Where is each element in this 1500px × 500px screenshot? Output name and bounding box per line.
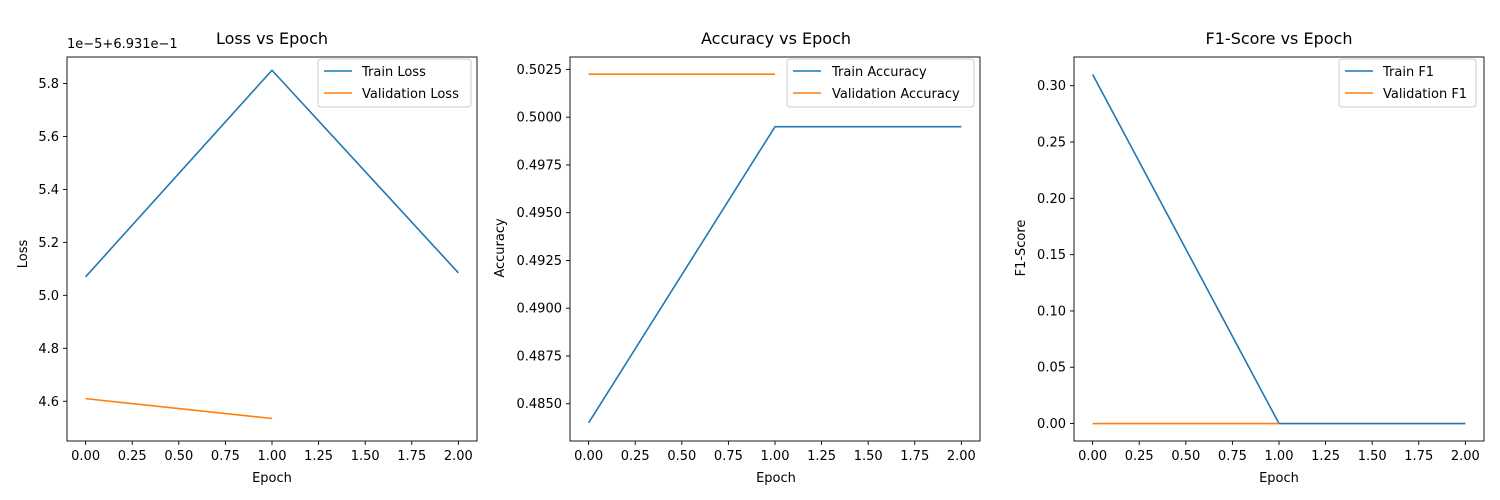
x-tick-label: 2.00 [1451,449,1480,464]
y-axis-label: Accuracy [493,218,508,278]
plot-area: 0.00 0.25 0.50 0.75 1.00 1.25 1.50 1.75 2.00 0.48… [517,56,981,464]
y-tick-label: 0.30 [1037,79,1066,94]
x-tick-label: 0.75 [714,449,743,464]
chart-loss: Loss vs Epoch Epoch Loss 1e−5+6.931e−1 0… [16,29,478,486]
y-tick-label: 4.6 [38,395,59,410]
y-axis-label: F1-Score [1014,220,1029,277]
y-offset-label: 1e−5+6.931e−1 [67,37,178,52]
series-line-validation [85,397,273,420]
y-tick-label: 5.4 [38,183,59,198]
x-tick-label: 1.75 [1404,449,1433,464]
legend-label-train: Train Accuracy [831,65,927,80]
x-tick-label: 0.25 [1125,449,1154,464]
y-tick-label: 0.4975 [517,158,563,173]
chart-title: Loss vs Epoch [216,29,328,48]
y-axis-label: Loss [16,240,31,269]
y-tick-label: 4.8 [38,342,59,357]
chart-f1: F1-Score vs Epoch Epoch F1-Score 0.00 0.2… [1014,29,1485,486]
legend-label-train: Train F1 [1382,65,1434,80]
y-tick-label: 0.05 [1037,361,1066,376]
axes-frame [66,56,478,442]
x-tick-label: 0.50 [1171,449,1200,464]
legend: Train Accuracy Validation Accuracy [786,58,975,108]
legend-label-validation: Validation Accuracy [832,87,960,102]
series-line-train [85,69,459,278]
y-tick-label: 0.4950 [517,206,563,221]
plot-area: 0.00 0.25 0.50 0.75 1.00 1.25 1.50 1.75 2.00 4.6 4… [38,56,478,464]
legend-frame [1338,58,1477,108]
x-tick-label: 0.75 [211,449,240,464]
y-tick-label: 0.5000 [517,111,563,126]
x-tick-label: 1.50 [1358,449,1387,464]
legend-frame [786,58,975,108]
x-axis-label: Epoch [1259,471,1299,486]
y-tick-label: 0.5025 [517,63,563,78]
x-tick-label: 1.00 [761,449,790,464]
x-tick-label: 0.25 [118,449,147,464]
x-tick-label: 0.75 [1218,449,1247,464]
x-tick-label: 0.00 [574,449,603,464]
legend-label-validation: Validation F1 [1383,87,1467,102]
axes-frame [569,56,981,442]
axes-frame [1073,56,1485,442]
x-axis-label: Epoch [252,471,292,486]
legend-frame [317,58,472,108]
x-tick-label: 1.00 [258,449,287,464]
y-tick-label: 0.4925 [517,254,563,269]
y-tick-label: 5.0 [38,289,59,304]
x-tick-label: 1.25 [1311,449,1340,464]
x-tick-label: 1.00 [1265,449,1294,464]
x-tick-label: 1.75 [397,449,426,464]
x-axis-label: Epoch [756,471,796,486]
y-tick-label: 0.10 [1037,304,1066,319]
legend: Train F1 Validation F1 [1338,58,1477,108]
plot-area: 0.00 0.25 0.50 0.75 1.00 1.25 1.50 1.75 2.00 0.00… [1037,56,1485,464]
legend-label-train: Train Loss [361,65,426,80]
x-tick-label: 1.25 [807,449,836,464]
chart-title: Accuracy vs Epoch [701,29,851,48]
chart-accuracy: Accuracy vs Epoch Epoch Accuracy 0.00 0.2… [493,29,981,486]
y-tick-label: 5.6 [38,130,59,145]
legend: Train Loss Validation Loss [317,58,472,108]
x-tick-label: 1.50 [854,449,883,464]
x-tick-label: 0.00 [1078,449,1107,464]
y-tick-label: 0.4875 [517,349,563,364]
x-tick-label: 2.00 [444,449,473,464]
x-tick-label: 0.25 [621,449,650,464]
y-tick-label: 5.8 [38,77,59,92]
series-line-train [587,125,962,424]
x-tick-label: 1.50 [351,449,380,464]
x-tick-label: 2.00 [947,449,976,464]
x-tick-label: 1.75 [900,449,929,464]
x-tick-label: 1.25 [304,449,333,464]
y-tick-label: 0.25 [1037,136,1066,151]
x-tick-label: 0.50 [667,449,696,464]
chart-title: F1-Score vs Epoch [1206,29,1353,48]
y-tick-label: 0.4900 [517,302,563,317]
x-tick-label: 0.00 [71,449,100,464]
y-tick-label: 5.2 [38,236,59,251]
y-tick-label: 0.20 [1037,192,1066,207]
series-line-train [1091,74,1466,425]
y-tick-label: 0.4850 [517,397,563,412]
y-tick-label: 0.00 [1037,417,1066,432]
legend-label-validation: Validation Loss [362,87,459,102]
x-tick-label: 0.50 [164,449,193,464]
y-tick-label: 0.15 [1037,248,1066,263]
